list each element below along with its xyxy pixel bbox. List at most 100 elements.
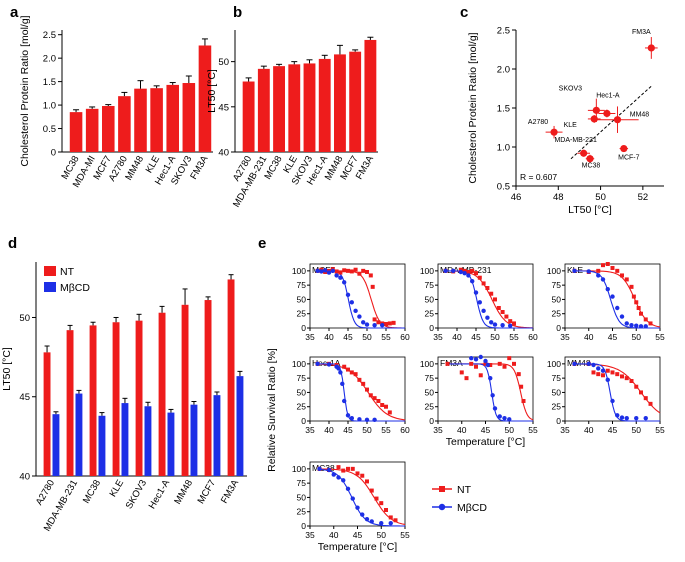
- nt-point: [365, 387, 369, 392]
- legend-label: MβCD: [60, 282, 90, 294]
- x-tick-label: 50: [632, 425, 642, 435]
- mbcd-point: [336, 366, 341, 371]
- y-tick-label: 100: [547, 266, 561, 276]
- y-tick-label: 75: [297, 280, 307, 290]
- nt-point: [502, 364, 507, 369]
- mbcd-point: [485, 315, 490, 320]
- nt-point: [372, 396, 377, 401]
- mbcd-point: [634, 323, 639, 328]
- mbcd-point: [477, 300, 482, 305]
- x-tick-label: 52: [638, 192, 649, 203]
- mbcd-point: [340, 381, 345, 387]
- fit-curve-nt: [445, 270, 533, 329]
- mbcd-point: [615, 413, 620, 418]
- mbcd-point: [364, 322, 370, 327]
- subplot-frame: [309, 263, 406, 329]
- nt-point: [610, 370, 615, 375]
- bar-FM3A: [364, 39, 377, 152]
- x-tick-label: 48: [553, 192, 564, 203]
- mbcd-point: [591, 362, 596, 368]
- x-tick-label: 40: [457, 425, 467, 435]
- mbcd-point: [481, 308, 486, 314]
- subplot-title: FM3A: [440, 358, 463, 368]
- mbcd-point: [507, 417, 512, 422]
- mbcd-point: [342, 280, 347, 285]
- mbcd-point: [500, 322, 505, 328]
- x-tick-label: 40: [584, 332, 594, 342]
- mbcd-point: [624, 321, 629, 326]
- x-tick-label: 40: [452, 332, 462, 342]
- mbcd-point: [619, 415, 625, 420]
- nt-point: [372, 317, 377, 322]
- y-tick-label: 25: [552, 402, 562, 412]
- x-tick-label: 55: [381, 425, 391, 435]
- bar-MC38: [69, 112, 83, 152]
- nt-point: [596, 372, 601, 377]
- nt-point: [521, 399, 526, 403]
- bar-Hec1-A-MβCD: [167, 412, 175, 476]
- mbcd-point: [492, 406, 498, 411]
- x-tick-label: MM48: [172, 478, 195, 506]
- bar-MCF7-NT: [204, 300, 212, 476]
- panel-label-a: a: [10, 4, 19, 21]
- y-tick-label: 0: [429, 323, 434, 333]
- x-tick-label: 45: [343, 332, 353, 342]
- x-tick-label: 60: [528, 332, 538, 342]
- nt-point: [489, 291, 494, 296]
- nt-point: [353, 267, 358, 272]
- nt-point: [620, 374, 624, 379]
- mbcd-point: [349, 415, 354, 421]
- legend-marker: [439, 486, 445, 492]
- y-axis-title: LT50 [°C]: [206, 69, 218, 113]
- x-tick-label: MCF7: [196, 478, 218, 506]
- bar-MCF7: [349, 51, 362, 152]
- subplot-MDA-MB-231: MDA-MB-2310255075100354045505560: [420, 263, 538, 342]
- bar-FM3A: [198, 45, 212, 152]
- mbcd-point: [596, 273, 601, 278]
- nt-point: [496, 306, 501, 310]
- y-tick-label: 75: [425, 280, 435, 290]
- x-tick-label: 50: [362, 332, 372, 342]
- mbcd-point: [338, 370, 343, 375]
- point-label: MM48: [630, 112, 650, 119]
- bar-FM3A-NT: [227, 279, 235, 476]
- y-tick-label: 50: [19, 313, 30, 324]
- fit-curve-nt: [574, 363, 661, 414]
- point-label: MC38: [582, 163, 601, 170]
- bar-SKOV3-MβCD: [144, 406, 152, 476]
- nt-point: [629, 379, 634, 383]
- nt-point: [365, 479, 369, 484]
- nt-point: [342, 268, 347, 273]
- x-tick-label: 55: [655, 332, 665, 342]
- bar-MCF7: [101, 106, 115, 152]
- y-axis-title: LT50 [°C]: [1, 347, 13, 391]
- nt-point: [334, 269, 339, 274]
- mbcd-point: [572, 268, 577, 274]
- bar-MDA-MB-231: [85, 108, 99, 152]
- mbcd-point: [492, 322, 498, 327]
- bar-FM3A-MβCD: [236, 376, 244, 476]
- fit-curve-mbcd: [317, 363, 405, 422]
- bar-MM48-MβCD: [190, 404, 198, 476]
- mbcd-point: [470, 278, 475, 284]
- mbcd-point: [345, 413, 351, 418]
- nt-point: [508, 319, 513, 324]
- mbcd-point: [315, 268, 320, 274]
- nt-point: [384, 322, 388, 326]
- x-tick-label: 50: [490, 332, 500, 342]
- nt-point: [639, 390, 643, 395]
- point-label: KLE: [564, 122, 578, 129]
- y-tick-label: 0: [301, 416, 306, 426]
- y-axis-title: Cholesterol Protein Ratio [mol/g]: [19, 15, 31, 166]
- subplot-MCF7: MCF70255075100354045505560: [292, 263, 410, 342]
- nt-point: [350, 466, 355, 471]
- y-tick-label: 25: [297, 309, 307, 319]
- nt-point: [497, 361, 502, 366]
- panel-label-c: c: [460, 4, 468, 21]
- panel-label-d: d: [8, 235, 17, 252]
- x-tick-label: 40: [324, 425, 334, 435]
- bar-MC38-MβCD: [98, 415, 106, 476]
- bar-Hec1-A: [318, 58, 331, 152]
